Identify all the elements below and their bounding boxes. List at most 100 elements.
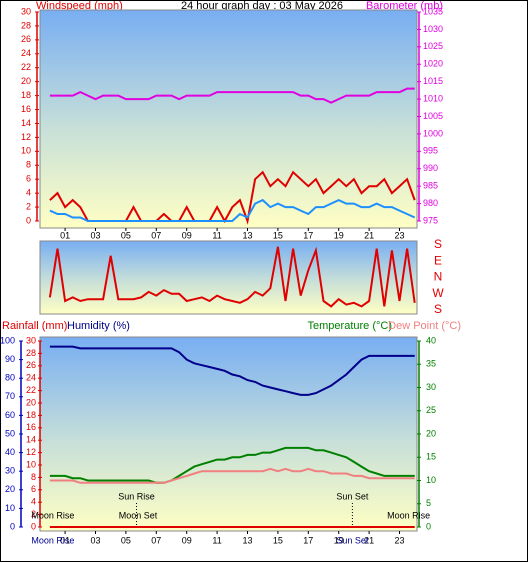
y2-tick-label: 990 <box>423 163 438 173</box>
x-tick-label: 09 <box>182 535 192 545</box>
y-tick-label: 60 <box>5 410 15 420</box>
y3-tick-label: 6 <box>31 484 36 494</box>
x-tick-label: 03 <box>90 230 100 240</box>
series-label: Temperature (°C) <box>308 320 392 332</box>
y-tick-label: 6 <box>26 174 31 184</box>
x-tick-label: 07 <box>151 230 161 240</box>
y2-tick-label: 1010 <box>423 93 443 103</box>
x-tick-label: 09 <box>182 230 192 240</box>
x-tick-label: 15 <box>273 535 283 545</box>
y-tick-label: 40 <box>5 447 15 457</box>
y-tick-label: 2 <box>26 201 31 211</box>
y2-tick-label: 20 <box>426 428 436 438</box>
y2-tick-label: 1005 <box>423 111 443 121</box>
y-tick-label: 30 <box>5 466 15 476</box>
y-tick-label: 30 <box>21 6 31 16</box>
x-tick-label: 21 <box>364 535 374 545</box>
y3-tick-label: 20 <box>26 397 36 407</box>
y-tick-label: 0 <box>26 215 31 225</box>
y2-tick-label: 10 <box>426 475 436 485</box>
x-tick-label: 17 <box>303 535 313 545</box>
series-label: Dew Point (°C) <box>388 320 461 332</box>
y-tick-label: 14 <box>21 118 31 128</box>
event-label: Moon Set <box>119 510 158 520</box>
y2-tick-label: 25 <box>426 405 436 415</box>
y3-tick-label: 4 <box>31 497 36 507</box>
x-tick-label: 05 <box>121 535 131 545</box>
y3-tick-label: 0 <box>31 521 36 531</box>
y-tick-label: S <box>434 302 442 316</box>
event-label: Moon Rise <box>387 510 430 520</box>
series-line <box>49 446 415 484</box>
y2-tick-label: 1020 <box>423 59 443 69</box>
series-line <box>48 246 416 308</box>
y3-tick-label: 8 <box>31 472 36 482</box>
y2-tick-label: 15 <box>426 452 436 462</box>
series-line <box>49 345 415 396</box>
y3-tick-label: 30 <box>26 335 36 345</box>
y-tick-label: 16 <box>21 104 31 114</box>
y2-tick-label: 0 <box>426 521 431 531</box>
x-tick-label: 01 <box>60 535 70 545</box>
y2-tick-label: 985 <box>423 181 438 191</box>
x-tick-label: 19 <box>334 535 344 545</box>
y2-tick-label: 995 <box>423 146 438 156</box>
y2-tick-label: 1000 <box>423 128 443 138</box>
x-tick-label: 13 <box>242 535 252 545</box>
y-tick-label: 8 <box>26 160 31 170</box>
x-tick-label: 13 <box>242 230 252 240</box>
y-tick-label: 100 <box>0 335 15 345</box>
y2-tick-label: 30 <box>426 382 436 392</box>
chart-title: 24 hour graph day : 03 May 2026 <box>181 0 343 12</box>
y-tick-label: 18 <box>21 90 31 100</box>
y-tick-label: 10 <box>21 146 31 156</box>
y2-tick-label: 35 <box>426 359 436 369</box>
x-tick-label: 11 <box>212 230 221 240</box>
y-tick-label: 24 <box>21 48 31 58</box>
y3-tick-label: 22 <box>26 385 36 395</box>
y3-tick-label: 16 <box>26 422 36 432</box>
y-tick-label: 50 <box>5 428 15 438</box>
y-tick-label: 80 <box>5 373 15 383</box>
x-tick-label: 11 <box>212 535 221 545</box>
plot-area <box>39 240 418 315</box>
x-tick-label: 17 <box>303 230 313 240</box>
x-tick-label: 21 <box>364 230 374 240</box>
series-line <box>49 87 415 104</box>
y-tick-label: W <box>432 286 444 300</box>
x-tick-label: 23 <box>395 230 405 240</box>
y-tick-label: 90 <box>5 354 15 364</box>
event-label: Sun Rise <box>118 491 155 501</box>
y2-tick-label: 1025 <box>423 41 443 51</box>
x-tick-label: 03 <box>90 535 100 545</box>
y2-tick-label: 980 <box>423 198 438 208</box>
event-label: Moon Rise <box>31 535 74 545</box>
x-tick-label: 05 <box>121 230 131 240</box>
y-tick-label: 20 <box>5 484 15 494</box>
plot-area <box>39 336 418 532</box>
y-tick-label: S <box>434 237 442 251</box>
y-tick-label: 10 <box>5 503 15 513</box>
event-label: Moon Rise <box>31 510 74 520</box>
y-tick-label: 22 <box>21 62 31 72</box>
y-tick-label: E <box>434 253 442 267</box>
y2-axis-label: Barometer (mb) <box>366 0 443 12</box>
event-label: Sun Set <box>336 491 369 501</box>
series-label: Rainfall (mm) <box>2 320 67 332</box>
x-tick-label: 01 <box>60 230 70 240</box>
y3-tick-label: 2 <box>31 509 36 519</box>
y2-tick-label: 1015 <box>423 76 443 86</box>
y-tick-label: 20 <box>21 76 31 86</box>
x-tick-label: 23 <box>395 535 405 545</box>
y3-tick-label: 18 <box>26 410 36 420</box>
y3-tick-label: 10 <box>26 459 36 469</box>
y2-tick-label: 1035 <box>423 6 443 16</box>
y3-tick-label: 14 <box>26 435 36 445</box>
y2-tick-label: 5 <box>426 498 431 508</box>
y-tick-label: 0 <box>10 521 15 531</box>
y2-tick-label: 975 <box>423 215 438 225</box>
y2-tick-label: 1030 <box>423 24 443 34</box>
x-tick-label: 07 <box>151 535 161 545</box>
y-tick-label: 70 <box>5 391 15 401</box>
